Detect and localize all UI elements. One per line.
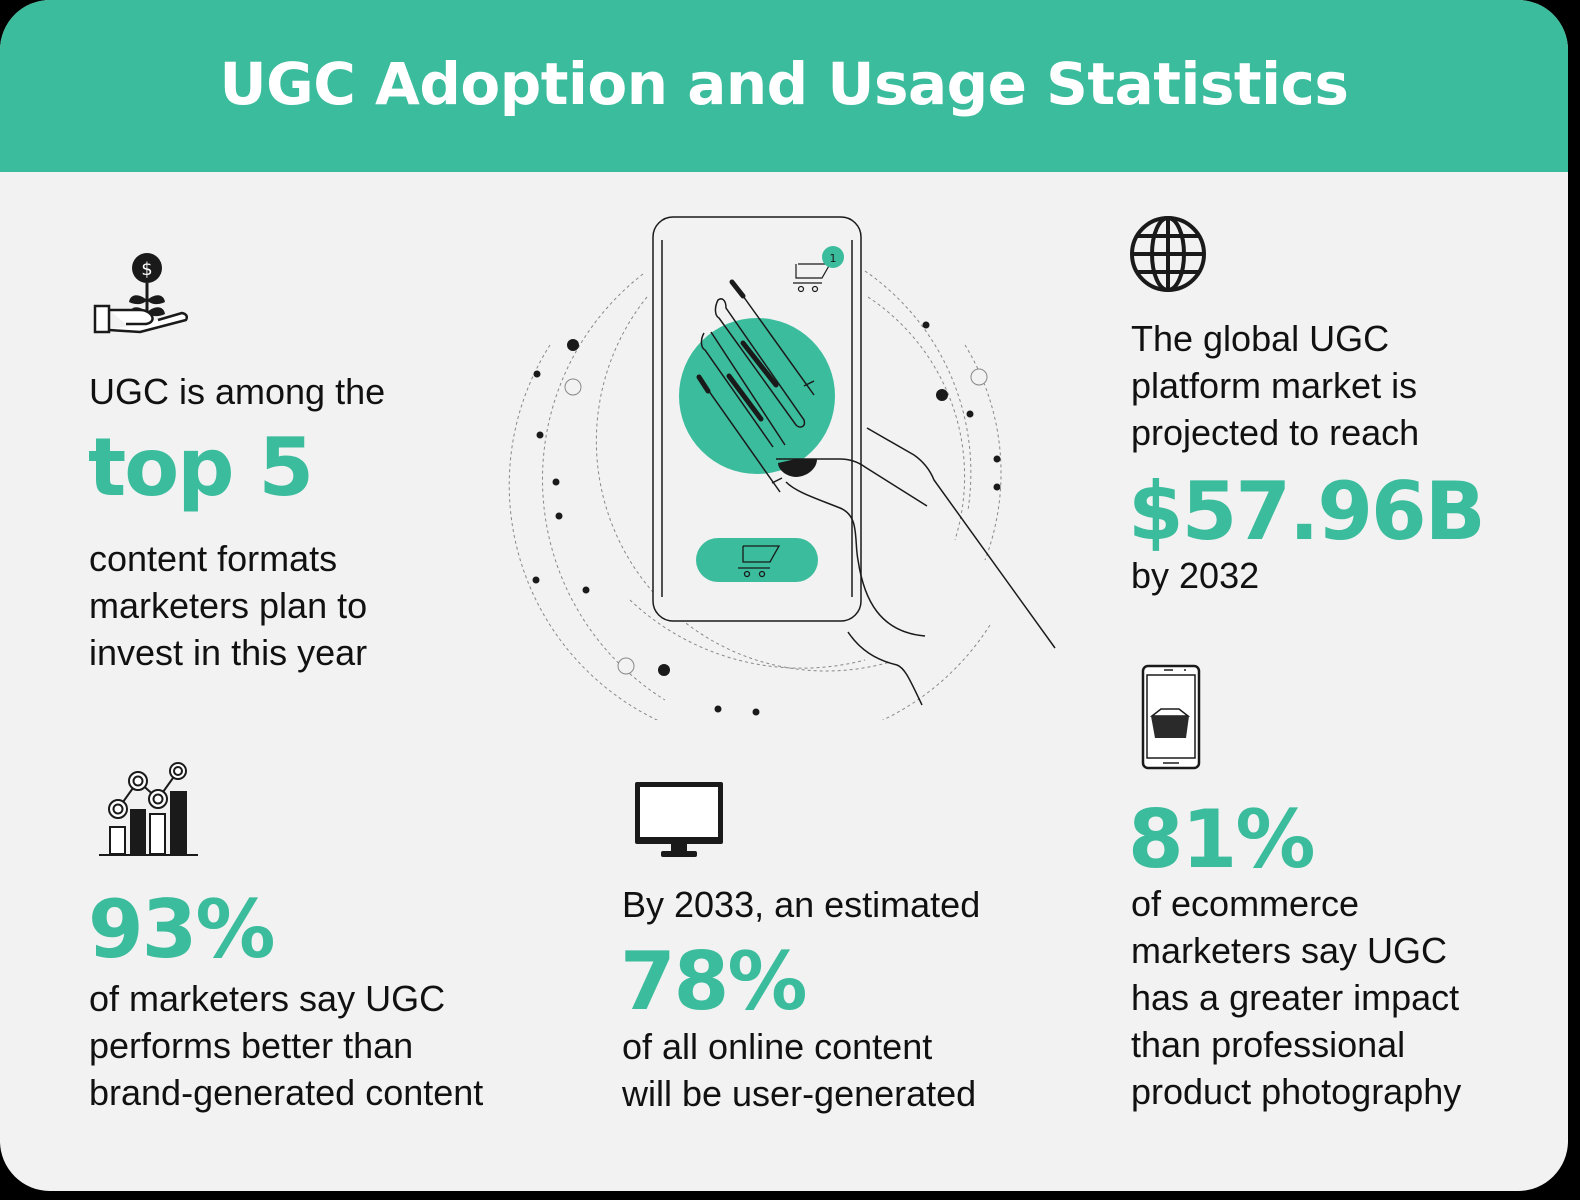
stat-market-value: $57.96B <box>1128 465 1486 558</box>
desc-line: of ecommerce <box>1131 883 1360 924</box>
stat-top5-intro: UGC is among the <box>89 371 386 412</box>
intro-line: platform market is <box>1131 365 1418 406</box>
desc-line: brand-generated content <box>89 1072 484 1113</box>
globe-icon <box>1128 214 1208 294</box>
bar-chart-growth-icon <box>98 762 202 858</box>
hand-holding-phone-shopping-illustration: 1 <box>500 200 1060 747</box>
desc-line: product photography <box>1131 1071 1462 1112</box>
page-title: UGC Adoption and Usage Statistics <box>219 50 1349 118</box>
stat-78-intro: By 2033, an estimated <box>622 884 981 925</box>
stat-78-description: of all online content will be user-gener… <box>622 1023 976 1117</box>
desc-line: of marketers say UGC <box>89 978 446 1019</box>
desc-line: invest in this year <box>89 632 368 673</box>
desktop-monitor-icon <box>633 780 725 860</box>
stat-top5-description: content formats marketers plan to invest… <box>89 535 367 676</box>
svg-text:$: $ <box>141 259 152 280</box>
stat-93-value: 93% <box>88 883 275 976</box>
stat-93-description: of marketers say UGC performs better tha… <box>89 975 483 1116</box>
intro-line: The global UGC <box>1131 318 1390 359</box>
desc-line: has a greater impact <box>1131 977 1460 1018</box>
desc-line: marketers plan to <box>89 585 368 626</box>
stat-market-description: by 2032 <box>1131 555 1260 596</box>
stat-78-value: 78% <box>620 935 807 1028</box>
desc-line: content formats <box>89 538 338 579</box>
stat-top5-value: top 5 <box>88 421 314 514</box>
hand-money-plant-icon: $ <box>92 250 189 340</box>
desc-line: will be user-generated <box>622 1073 977 1114</box>
stat-market-intro: The global UGC platform market is projec… <box>1131 315 1419 456</box>
desc-line: of all online content <box>622 1026 933 1067</box>
desc-line: performs better than <box>89 1025 414 1066</box>
desc-line: than professional <box>1131 1024 1406 1065</box>
intro-line: projected to reach <box>1131 412 1420 453</box>
stat-81-description: of ecommerce marketers say UGC has a gre… <box>1131 880 1461 1115</box>
header-banner: UGC Adoption and Usage Statistics <box>0 0 1568 172</box>
mobile-shopping-basket-icon <box>1141 664 1201 770</box>
desc-line: marketers say UGC <box>1131 930 1448 971</box>
svg-text:1: 1 <box>830 252 837 265</box>
stat-81-value: 81% <box>1128 793 1315 886</box>
